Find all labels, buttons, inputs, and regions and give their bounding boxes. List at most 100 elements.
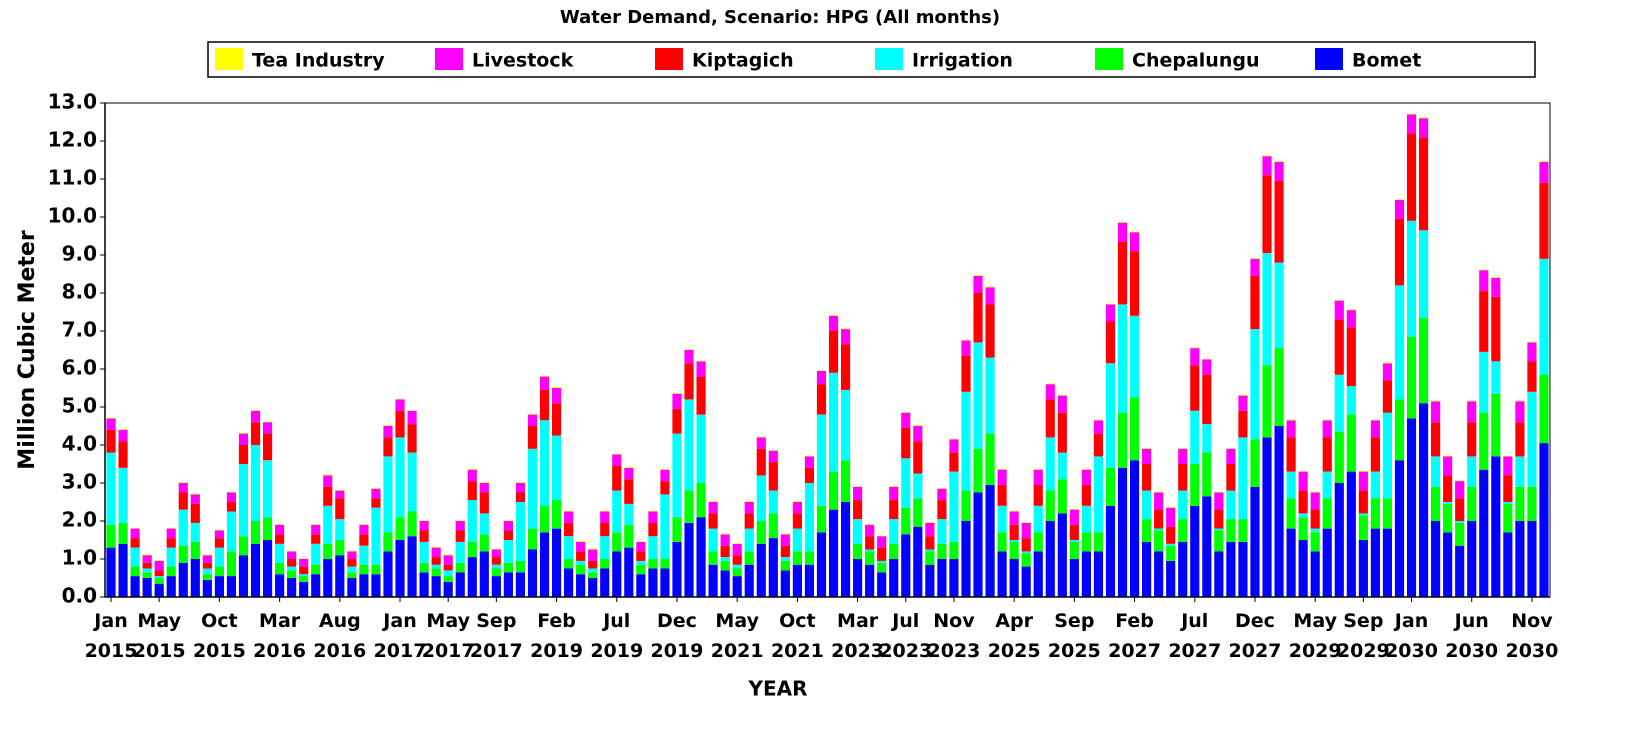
- bar-segment: [576, 560, 586, 565]
- bar-segment: [720, 570, 730, 597]
- bar-segment: [1033, 469, 1043, 485]
- bar-segment: [190, 493, 200, 495]
- bar-segment: [1527, 521, 1537, 597]
- bar-segment: [1346, 386, 1356, 415]
- bar-segment: [985, 433, 995, 485]
- bar-segment: [1322, 419, 1332, 421]
- bar-segment: [178, 483, 188, 493]
- bar-segment: [1238, 394, 1248, 396]
- bar-segment: [455, 572, 465, 597]
- bar-segment: [877, 572, 887, 597]
- bar-segment: [178, 545, 188, 563]
- bar-segment: [1142, 519, 1152, 542]
- bar-segment: [130, 528, 140, 539]
- bar-segment: [1334, 431, 1344, 483]
- bar-segment: [1358, 471, 1368, 491]
- bar-segment: [1021, 566, 1031, 597]
- bar-segment: [1069, 524, 1079, 540]
- bar-segment: [1418, 317, 1429, 404]
- bar-segment: [612, 454, 622, 466]
- bar-segment: [997, 551, 1007, 597]
- x-tick-label: May 2017: [421, 610, 475, 662]
- bar-segment: [624, 524, 634, 548]
- bar-segment: [1214, 528, 1224, 531]
- bar-segment: [564, 536, 574, 559]
- bar-segment: [1455, 498, 1465, 521]
- bar-segment: [840, 460, 851, 502]
- bar-segment: [588, 568, 598, 573]
- bar-segment: [1358, 513, 1368, 516]
- bar-segment: [1069, 541, 1079, 559]
- bar-segment: [1443, 455, 1453, 457]
- bar-segment: [913, 425, 923, 426]
- bar-segment: [1406, 113, 1417, 115]
- bar-segment: [335, 555, 345, 597]
- bar-segment: [997, 505, 1007, 533]
- bar-segment: [925, 522, 935, 523]
- bar-segment: [154, 576, 164, 578]
- bar-segment: [828, 331, 839, 373]
- bar-segment: [756, 521, 766, 544]
- bar-segment: [503, 520, 513, 521]
- bar-segment: [1406, 114, 1417, 134]
- bar-segment: [503, 572, 513, 597]
- bar-segment: [491, 564, 501, 569]
- bar-segment: [708, 528, 718, 552]
- bar-segment: [311, 534, 321, 544]
- bar-segment: [250, 543, 261, 597]
- bar-segment: [913, 526, 923, 597]
- bar-segment: [1503, 456, 1513, 476]
- bar-segment: [648, 522, 658, 537]
- bar-segment: [1298, 513, 1308, 518]
- bar-segment: [1009, 511, 1019, 525]
- bar-segment: [1238, 410, 1248, 438]
- bar-segment: [359, 534, 369, 546]
- bar-segment: [455, 521, 465, 531]
- bar-segment: [913, 441, 923, 474]
- bar-segment: [118, 429, 128, 442]
- bar-segment: [311, 524, 321, 525]
- bar-segment: [106, 418, 116, 430]
- bar-segment: [1093, 433, 1104, 457]
- bar-segment: [515, 502, 526, 561]
- bar-segment: [840, 329, 851, 345]
- bar-segment: [154, 560, 164, 571]
- bar-segment: [383, 426, 393, 438]
- bar-segment: [1105, 304, 1116, 322]
- bar-segment: [226, 491, 237, 493]
- bar-segment: [1286, 528, 1296, 597]
- bar-segment: [1129, 315, 1140, 398]
- bar-segment: [853, 486, 863, 501]
- bar-segment: [299, 566, 309, 575]
- bar-segment: [371, 507, 381, 565]
- bar-segment: [503, 530, 513, 540]
- bar-segment: [1431, 400, 1441, 402]
- bar-segment: [1105, 467, 1116, 506]
- bar-segment: [816, 370, 827, 371]
- bar-segment: [1467, 456, 1477, 487]
- bar-segment: [1081, 505, 1091, 533]
- bar-segment: [419, 520, 429, 521]
- bar-segment: [1057, 513, 1067, 597]
- bar-segment: [1033, 551, 1043, 597]
- bar-segment: [154, 583, 164, 597]
- bar-segment: [732, 555, 742, 565]
- bar-segment: [1394, 399, 1405, 461]
- bar-segment: [1142, 448, 1152, 449]
- bar-segment: [226, 502, 237, 512]
- bar-segment: [744, 528, 754, 552]
- bar-segment: [467, 500, 477, 542]
- bar-segment: [768, 449, 778, 451]
- bar-segment: [937, 487, 947, 489]
- bar-segment: [588, 549, 598, 561]
- bar-segment: [1370, 420, 1380, 438]
- bar-segment: [1358, 540, 1368, 597]
- bar-segment: [708, 564, 718, 597]
- bar-segment: [551, 528, 562, 597]
- x-tick-label: Jan 2030: [1385, 610, 1438, 662]
- legend-label: Irrigation: [912, 50, 1013, 72]
- y-tick-label: 11.0: [48, 166, 97, 190]
- bar-segment: [889, 519, 899, 544]
- bar-segment: [576, 564, 586, 575]
- bar-segment: [515, 482, 526, 483]
